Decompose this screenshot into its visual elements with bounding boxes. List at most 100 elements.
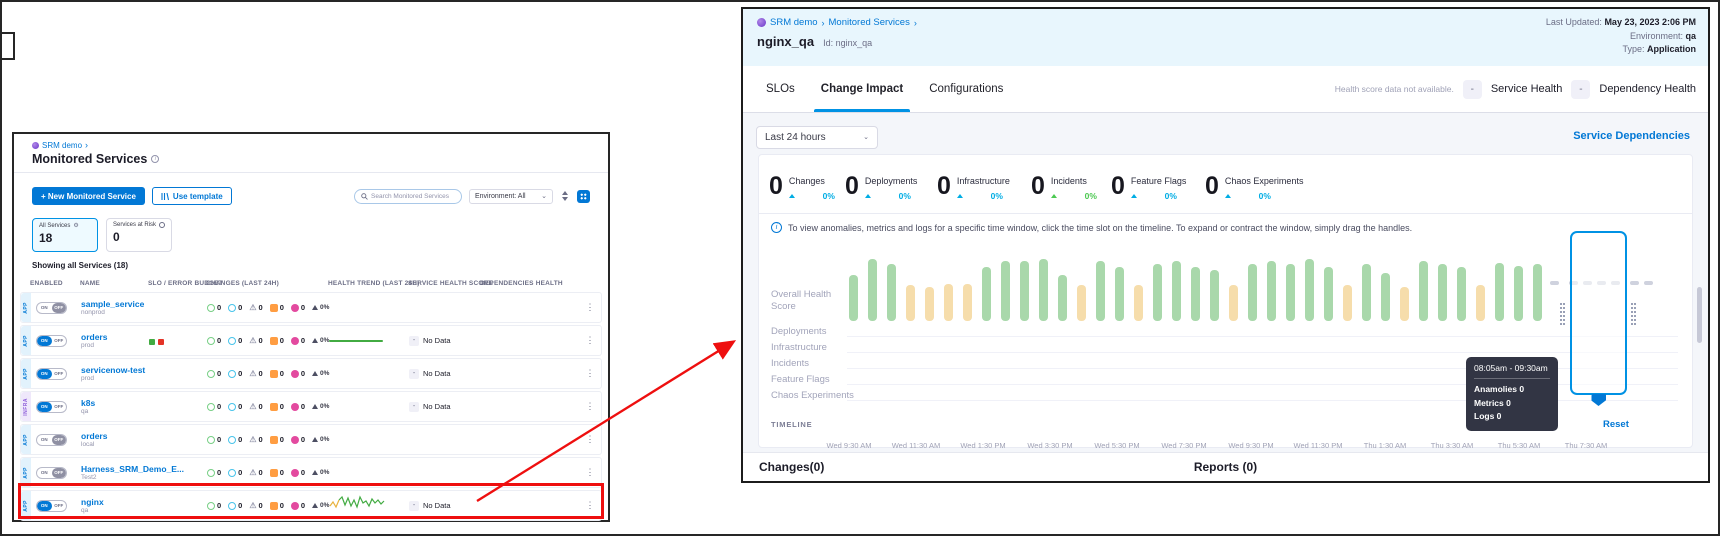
selection-bottom-handle[interactable] (1591, 394, 1606, 406)
health-bar[interactable] (1305, 259, 1314, 321)
service-row[interactable]: APP ON OFF orders local 0 0 ⚠ 0 0 0 0% ⋮ (20, 424, 602, 455)
service-toggle[interactable]: ON OFF (36, 334, 67, 347)
health-bar[interactable] (1058, 275, 1067, 321)
service-name-link[interactable]: sample_service (81, 298, 145, 309)
health-bar[interactable] (1324, 267, 1333, 321)
new-monitored-service-button[interactable]: + New Monitored Service (32, 187, 145, 205)
breadcrumb-link-monitored-services[interactable]: Monitored Services (828, 17, 910, 28)
changes-tab[interactable]: Changes(0) (759, 460, 825, 474)
health-bar[interactable] (1020, 261, 1029, 321)
service-name-link[interactable]: k8s (81, 397, 96, 408)
service-name-link[interactable]: Harness_SRM_Demo_E... (81, 463, 184, 474)
health-bar[interactable] (849, 275, 858, 321)
service-row[interactable]: APP ON OFF sample_service nonprod 0 0 ⚠ 0 0 0 0% ⋮ (20, 292, 602, 323)
health-bar[interactable] (1381, 273, 1390, 321)
breadcrumb-link-srm-demo[interactable]: SRM demo (770, 17, 818, 28)
health-bar[interactable] (1039, 259, 1048, 321)
tooltip-line: Logs 0 (1474, 411, 1502, 422)
service-name-link[interactable]: orders (81, 331, 108, 342)
tab-slos[interactable]: SLOs (766, 83, 795, 95)
health-bar[interactable] (1495, 263, 1504, 321)
health-bar[interactable] (1210, 270, 1219, 321)
stat-feature-flags: 0 Feature Flags 0% (1111, 174, 1186, 202)
time-window-selection[interactable] (1570, 231, 1627, 406)
health-bar[interactable] (925, 287, 934, 321)
tab-configurations[interactable]: Configurations (929, 83, 1004, 95)
service-toggle[interactable]: ON OFF (36, 466, 67, 479)
no-data-label: No Data (423, 402, 451, 411)
health-bar[interactable] (1096, 261, 1105, 321)
health-bar[interactable] (1362, 264, 1371, 321)
health-bar[interactable] (1172, 261, 1181, 321)
health-bar[interactable] (1438, 264, 1447, 321)
column-header: HEALTH TREND (LAST 24H) (328, 280, 420, 287)
breadcrum-link-srm-demo[interactable]: SRM demo (42, 140, 83, 150)
row-menu-icon[interactable]: ⋮ (585, 335, 595, 345)
health-bar[interactable] (1533, 264, 1542, 321)
row-menu-icon[interactable]: ⋮ (585, 302, 595, 312)
service-name-link[interactable]: nginx (81, 496, 104, 507)
service-row[interactable]: INFRA ON OFF k8s qa 0 0 ⚠ 0 0 0 0% - No Data ⋮ (20, 391, 602, 422)
health-score-cell: - No Data (409, 500, 481, 511)
health-bar[interactable] (982, 267, 991, 321)
health-bar[interactable] (1419, 261, 1428, 321)
health-bar[interactable] (868, 259, 877, 321)
service-dependencies-link[interactable]: Service Dependencies (1573, 130, 1690, 142)
service-toggle[interactable]: ON OFF (36, 400, 67, 413)
search-input[interactable] (371, 192, 455, 200)
service-toggle[interactable]: ON OFF (36, 367, 67, 380)
health-bar[interactable] (1115, 267, 1124, 321)
search-box[interactable] (354, 188, 462, 204)
health-bar[interactable] (1229, 285, 1238, 321)
time-range-select[interactable]: Last 24 hours ⌄ (756, 126, 878, 149)
no-data-label: No Data (423, 501, 451, 510)
health-bar[interactable] (1267, 261, 1276, 321)
health-bar[interactable] (1077, 285, 1086, 321)
grid-view-icon[interactable] (577, 189, 590, 203)
health-bar[interactable] (963, 284, 972, 321)
change-trend: 0% (312, 370, 329, 377)
row-menu-icon[interactable]: ⋮ (585, 434, 595, 444)
service-row[interactable]: APP ON OFF orders prod 0 0 ⚠ 0 0 0 0% - No Data ⋮ (20, 325, 602, 356)
service-toggle[interactable]: ON OFF (36, 301, 67, 314)
health-bar[interactable] (1191, 267, 1200, 321)
health-bar[interactable] (1153, 264, 1162, 321)
health-bar[interactable] (906, 285, 915, 321)
reports-tab[interactable]: Reports (0) (1193, 460, 1258, 474)
health-bar[interactable] (1476, 285, 1485, 321)
service-name-link[interactable]: orders (81, 430, 108, 441)
environment-filter[interactable]: Environment: All ⌄ (469, 188, 553, 204)
row-menu-icon[interactable]: ⋮ (585, 368, 595, 378)
scrollbar-thumb[interactable] (1697, 287, 1702, 343)
service-name-link[interactable]: servicenow-test (81, 364, 146, 375)
health-bar[interactable] (1001, 261, 1010, 321)
row-menu-icon[interactable]: ⋮ (585, 401, 595, 411)
service-env-label: qa (81, 506, 89, 514)
service-toggle[interactable]: ON OFF (36, 499, 67, 512)
info-icon[interactable]: i (151, 155, 160, 163)
health-bar[interactable] (1514, 266, 1523, 321)
service-toggle[interactable]: ON OFF (36, 433, 67, 446)
all-services-card[interactable]: All Services ⚙ 18 (32, 218, 98, 252)
health-bar[interactable] (1400, 287, 1409, 321)
health-bar[interactable] (1286, 264, 1295, 321)
drag-handle-left[interactable] (1560, 303, 1565, 325)
services-at-risk-card[interactable]: Services at Risk 0 (106, 218, 172, 252)
sort-icon[interactable] (560, 191, 570, 201)
health-bar[interactable] (1248, 264, 1257, 321)
tab-change-impact[interactable]: Change Impact (808, 66, 916, 112)
health-bar[interactable] (944, 284, 953, 321)
health-bar[interactable] (1343, 285, 1352, 321)
service-row[interactable]: APP ON OFF servicenow-test prod 0 0 ⚠ 0 0 0 0% - No D… (20, 358, 602, 389)
health-bar[interactable] (887, 264, 896, 321)
reset-link[interactable]: Reset (1603, 419, 1629, 430)
use-template-button[interactable]: Use template (151, 187, 232, 205)
row-menu-icon[interactable]: ⋮ (585, 467, 595, 477)
row-menu-icon[interactable]: ⋮ (585, 500, 595, 510)
trend-pct: 0% (320, 436, 330, 443)
drag-handle-right[interactable] (1631, 303, 1636, 325)
environment-filter-label: Environment: All (475, 192, 526, 200)
health-bar[interactable] (1134, 285, 1143, 321)
health-bar[interactable] (1457, 267, 1466, 321)
change-count: 0 (228, 336, 242, 345)
